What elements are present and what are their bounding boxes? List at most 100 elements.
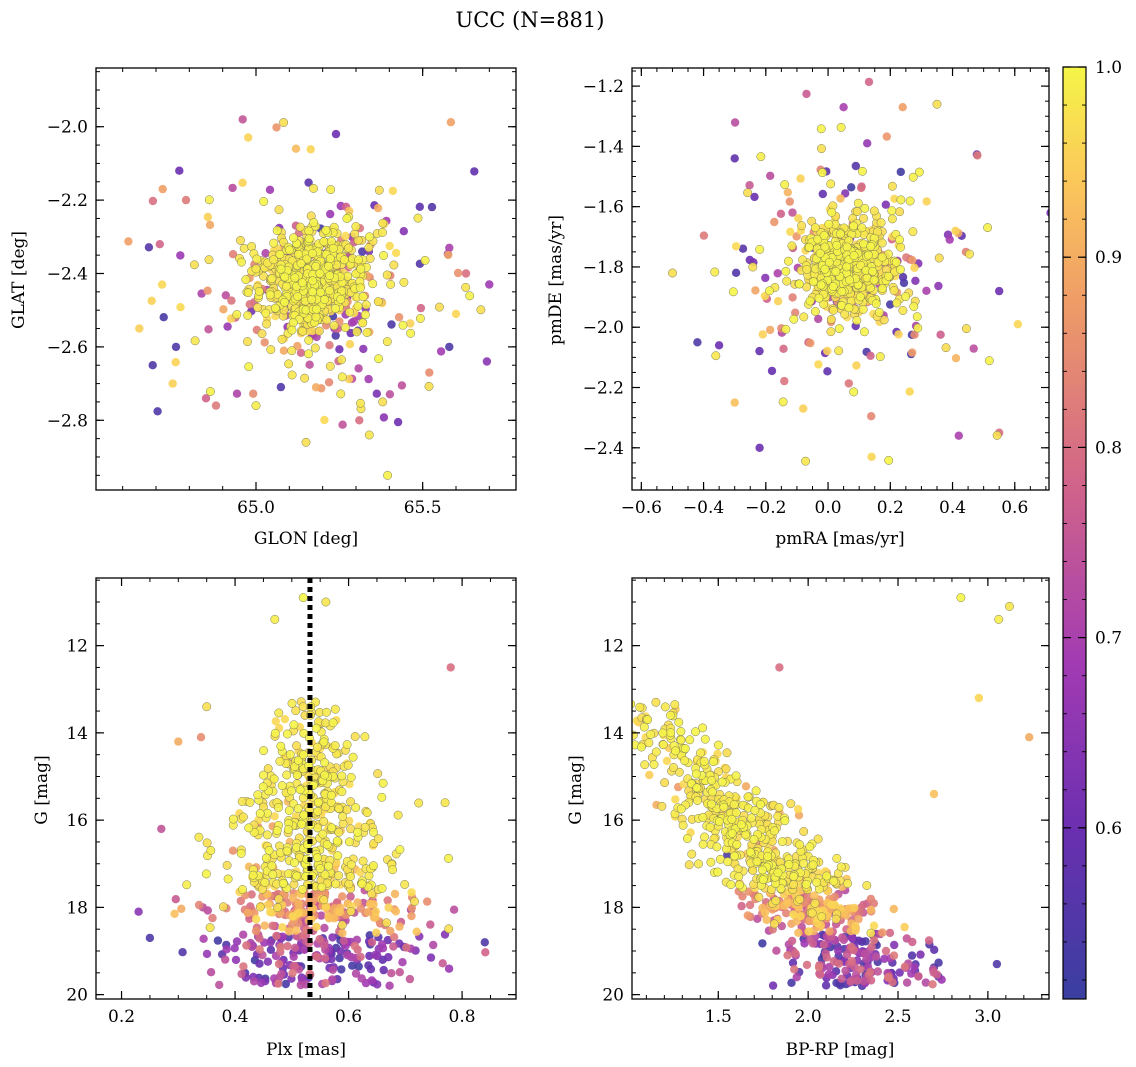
data-point: [700, 734, 710, 744]
data-point: [328, 243, 338, 253]
data-point: [346, 906, 356, 916]
data-point: [398, 320, 408, 330]
data-point: [792, 973, 801, 982]
data-point: [328, 975, 337, 984]
data-point: [770, 217, 779, 227]
data-point: [158, 184, 167, 194]
figure-title: UCC (N=881): [456, 8, 605, 32]
data-point: [287, 325, 297, 335]
data-point: [884, 271, 893, 281]
data-point: [849, 221, 858, 231]
data-point: [364, 907, 373, 917]
data-point: [707, 775, 717, 785]
data-point: [174, 737, 183, 746]
data-point: [770, 826, 779, 836]
data-point: [910, 963, 919, 972]
data-point: [758, 330, 767, 339]
data-point: [372, 928, 381, 937]
data-point: [247, 890, 256, 899]
data-point: [324, 861, 334, 871]
data-point: [907, 969, 916, 978]
data-point: [256, 978, 266, 988]
data-point: [395, 845, 405, 855]
data-point: [358, 318, 368, 328]
data-point: [841, 966, 850, 975]
data-point: [275, 756, 285, 766]
x-axis-label: pmRA [mas/yr]: [775, 529, 904, 549]
data-point: [331, 331, 340, 340]
data-point: [307, 294, 317, 304]
data-point: [243, 288, 253, 298]
data-point: [320, 415, 329, 425]
data-point: [182, 880, 192, 890]
data-point: [157, 280, 167, 289]
data-point: [930, 945, 939, 954]
data-point: [643, 715, 653, 725]
data-point: [266, 907, 275, 917]
data-point: [320, 758, 330, 768]
data-point: [951, 354, 961, 363]
data-point: [783, 188, 792, 197]
data-point: [383, 470, 393, 480]
data-point: [311, 312, 321, 322]
data-point: [788, 958, 798, 967]
data-point: [320, 770, 330, 780]
data-point: [676, 804, 686, 814]
data-point: [889, 951, 899, 960]
data-point: [928, 980, 937, 989]
data-point: [856, 260, 866, 270]
data-point: [778, 397, 788, 407]
data-point: [319, 816, 329, 826]
data-point: [238, 885, 247, 894]
data-point: [270, 812, 279, 821]
data-point: [285, 750, 295, 759]
data-point: [281, 979, 290, 989]
data-point: [356, 398, 365, 408]
data-point: [932, 99, 942, 109]
data-point: [201, 394, 211, 403]
data-point: [719, 802, 729, 812]
data-point: [745, 181, 754, 190]
colorbar-tick-label: 0.9: [1095, 248, 1122, 268]
data-point: [202, 702, 212, 712]
data-point: [934, 958, 943, 967]
data-point: [892, 298, 902, 308]
data-point: [283, 825, 293, 834]
data-point: [678, 820, 688, 830]
data-point: [276, 943, 285, 952]
data-point: [394, 313, 404, 322]
data-point: [357, 879, 367, 889]
y-tick-label: 18: [66, 898, 88, 918]
data-point: [815, 248, 825, 258]
data-point: [866, 894, 876, 904]
data-point: [730, 398, 739, 407]
data-point: [434, 302, 444, 312]
data-point: [321, 225, 331, 235]
data-point: [382, 918, 392, 928]
data-point: [731, 242, 741, 251]
data-point: [728, 287, 738, 297]
data-point: [854, 914, 863, 924]
data-point: [730, 154, 739, 163]
data-point: [878, 928, 887, 937]
data-point: [176, 251, 185, 260]
data-point: [731, 808, 741, 818]
data-point: [895, 265, 905, 275]
data-point: [274, 979, 283, 988]
data-point: [453, 268, 463, 278]
data-point: [222, 945, 231, 954]
colorbar-tick-label: 0.8: [1095, 438, 1122, 458]
data-point: [360, 732, 370, 742]
data-point: [248, 870, 258, 880]
data-point: [228, 814, 238, 824]
data-point: [863, 139, 872, 148]
data-point: [730, 118, 740, 127]
data-point: [799, 312, 809, 322]
data-point: [776, 209, 786, 218]
data-point: [377, 792, 387, 802]
data-point: [311, 383, 321, 392]
data-point: [338, 928, 347, 938]
data-point: [691, 727, 700, 737]
data-point: [245, 797, 255, 807]
data-point: [787, 936, 797, 946]
